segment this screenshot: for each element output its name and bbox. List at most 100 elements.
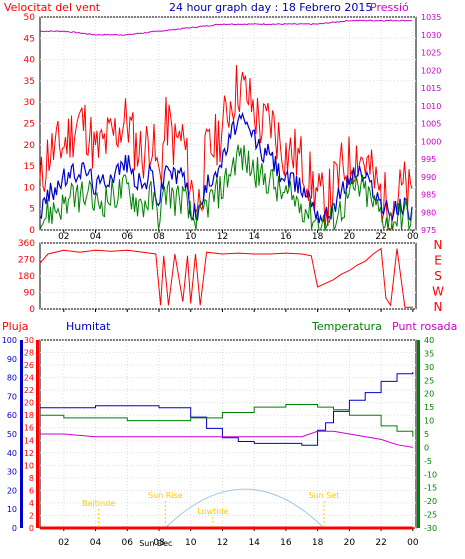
humidity-ytick-label: 100 (2, 336, 17, 345)
temperature-ytick-label: 20 (424, 390, 434, 399)
compass-label: E (434, 254, 442, 268)
climate-xtick-label: 16 (280, 538, 292, 548)
temperature-ytick-label: -5 (424, 457, 432, 466)
wind-ytick-label: 50 (24, 13, 36, 23)
wind-xtick-label: 10 (185, 232, 197, 242)
humidity-ytick-label: 40 (7, 449, 17, 458)
legend-rain: Pluja (2, 320, 28, 333)
compass-label: N (434, 238, 443, 252)
wind-xtick-label: 06 (122, 232, 134, 242)
climate-xtick-label: 14 (248, 538, 260, 548)
humidity-ytick-label: 70 (7, 392, 17, 401)
compass-label: S (434, 269, 442, 283)
humidity-ytick-label: 20 (7, 486, 17, 495)
wind-ytick-label: 0 (29, 226, 35, 236)
pressure-ytick-label: 995 (421, 155, 436, 164)
temperature-ytick-label: -30 (424, 524, 437, 533)
direction-ytick-label: 90 (24, 289, 36, 299)
climate-series-humitat (40, 372, 414, 446)
pressure-ytick-label: 1010 (421, 102, 441, 111)
pressure-ytick-label: 1005 (421, 120, 441, 129)
climate-series-temperatura (40, 404, 414, 437)
pressure-ytick-label: 1025 (421, 49, 441, 58)
rain-ytick-label: 8 (29, 474, 34, 483)
direction-ytick-label: 0 (29, 305, 35, 315)
humidity-ytick-label: 80 (7, 374, 17, 383)
temperature-ytick-label: 30 (424, 363, 434, 372)
wind-xtick-label: 14 (248, 232, 260, 242)
temperature-ytick-label: 35 (424, 349, 434, 358)
wind-ytick-label: 15 (24, 162, 35, 172)
annotation-label: Sun Dec (139, 539, 172, 548)
wind-xtick-label: 02 (58, 232, 69, 242)
compass-label: N (434, 300, 443, 314)
annotation-label: Sun Rise (148, 491, 183, 500)
temperature-ytick-label: -25 (424, 511, 437, 520)
wind-series-low (39, 144, 413, 232)
wind-xtick-label: 16 (280, 232, 292, 242)
wind-ytick-label: 5 (29, 205, 35, 215)
humidity-axis-bar (20, 340, 23, 528)
rain-ytick-label: 10 (24, 461, 34, 470)
rain-ytick-label: 12 (24, 449, 34, 458)
climate-xtick-label: 08 (153, 538, 165, 548)
pressure-ytick-label: 980 (421, 208, 436, 217)
rain-ytick-label: 20 (24, 399, 34, 408)
rain-ytick-label: 6 (29, 486, 34, 495)
rain-ytick-label: 4 (29, 499, 34, 508)
rain-ytick-label: 2 (29, 511, 34, 520)
temperature-ytick-label: -15 (424, 484, 437, 493)
rain-ytick-label: 18 (24, 411, 34, 420)
pressure-ytick-label: 1000 (421, 137, 441, 146)
temperature-axis-bar (417, 340, 420, 528)
rain-ytick-label: 16 (24, 424, 34, 433)
temperature-ytick-label: 0 (424, 443, 429, 452)
direction-ytick-label: 360 (18, 239, 35, 249)
legend-temperature: Temperatura (311, 320, 382, 333)
climate-xtick-label: 20 (344, 538, 356, 548)
rain-ytick-label: 0 (29, 524, 34, 533)
annotation-label: Lowtide (197, 507, 228, 516)
pressure-ytick-label: 1030 (421, 31, 441, 40)
humidity-ytick-label: 50 (7, 430, 17, 439)
rain-ytick-label: 24 (24, 374, 34, 383)
climate-xtick-label: 22 (375, 538, 386, 548)
pressure-ytick-label: 985 (421, 191, 436, 200)
rain-axis-bar (36, 340, 39, 528)
wind-series-gust (39, 65, 413, 232)
humidity-ytick-label: 90 (7, 355, 17, 364)
temperature-ytick-label: -20 (424, 497, 437, 506)
direction-series (39, 247, 413, 308)
chart-title: 24 hour graph day : 18 Febrero 2015 (169, 1, 372, 14)
pressure-ytick-label: 1020 (421, 66, 441, 75)
climate-xtick-label: 10 (185, 538, 197, 548)
wind-speed-label: Velocitat del vent (4, 1, 101, 14)
wind-xtick-label: 18 (312, 232, 324, 242)
humidity-ytick-label: 10 (7, 505, 17, 514)
sun-elevation-arc (164, 488, 325, 529)
climate-xtick-label: 00 (407, 538, 419, 548)
rain-ytick-label: 30 (24, 336, 34, 345)
temperature-ytick-label: 40 (424, 336, 434, 345)
climate-xtick-label: 12 (217, 538, 228, 548)
wind-xtick-label: 22 (375, 232, 386, 242)
temperature-ytick-label: -10 (424, 470, 437, 479)
wind-ytick-label: 10 (24, 183, 36, 193)
wind-ytick-label: 45 (24, 34, 35, 44)
climate-series-punt-rosada (40, 430, 413, 448)
humidity-ytick-label: 30 (7, 468, 17, 477)
rain-ytick-label: 26 (24, 361, 34, 370)
temperature-ytick-label: 10 (424, 417, 434, 426)
wind-ytick-label: 20 (24, 141, 36, 151)
temperature-ytick-label: 25 (424, 376, 434, 385)
wind-ytick-label: 35 (24, 77, 35, 87)
annotation-label: Bajtinde (82, 499, 115, 508)
wind-xtick-label: 12 (217, 232, 228, 242)
humidity-ytick-label: 60 (7, 411, 17, 420)
wind-xtick-label: 20 (344, 232, 356, 242)
pressure-ytick-label: 1015 (421, 84, 441, 93)
humidity-ytick-label: 0 (12, 524, 17, 533)
